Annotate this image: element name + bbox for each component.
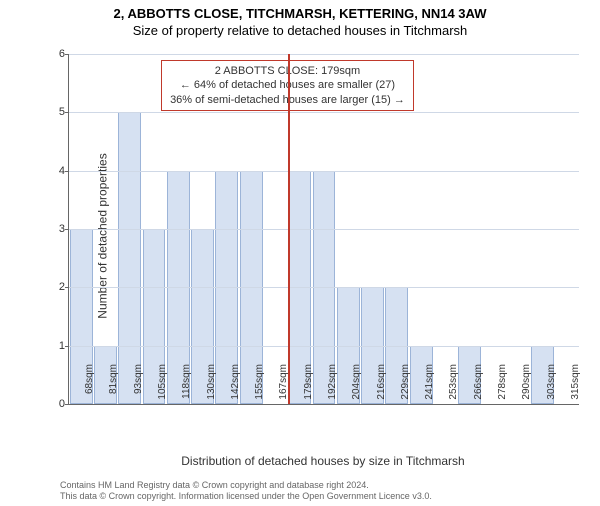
- x-tick-label: 81sqm: [108, 364, 119, 408]
- x-tick-label: 142sqm: [230, 364, 241, 408]
- footer-line2: This data © Crown copyright. Information…: [60, 491, 588, 502]
- x-tick-label: 216sqm: [376, 364, 387, 408]
- x-tick-label: 253sqm: [448, 364, 459, 408]
- gridline: [69, 54, 579, 55]
- gridline: [69, 287, 579, 288]
- marker-line: [288, 54, 290, 404]
- y-tick-label: 6: [51, 48, 65, 60]
- x-tick-label: 204sqm: [351, 364, 362, 408]
- page-title: 2, ABBOTTS CLOSE, TITCHMARSH, KETTERING,…: [0, 6, 600, 21]
- y-tick-mark: [65, 229, 69, 230]
- x-tick-label: 179sqm: [303, 364, 314, 408]
- x-tick-label: 290sqm: [521, 364, 532, 408]
- y-tick-mark: [65, 287, 69, 288]
- x-tick-label: 155sqm: [254, 364, 265, 408]
- x-tick-label: 93sqm: [133, 364, 144, 408]
- y-tick-label: 3: [51, 223, 65, 235]
- x-tick-label: 278sqm: [497, 364, 508, 408]
- x-tick-label: 315sqm: [570, 364, 581, 408]
- histogram-chart: Number of detached properties 2 ABBOTTS …: [48, 54, 578, 434]
- y-tick-label: 4: [51, 165, 65, 177]
- gridline: [69, 171, 579, 172]
- gridline: [69, 229, 579, 230]
- x-tick-label: 105sqm: [157, 364, 168, 408]
- y-tick-label: 5: [51, 106, 65, 118]
- gridline: [69, 346, 579, 347]
- x-tick-label: 303sqm: [546, 364, 557, 408]
- x-tick-label: 229sqm: [400, 364, 411, 408]
- y-tick-mark: [65, 346, 69, 347]
- x-tick-label: 266sqm: [473, 364, 484, 408]
- histogram-bar: [118, 112, 141, 404]
- x-tick-label: 241sqm: [424, 364, 435, 408]
- x-tick-label: 192sqm: [327, 364, 338, 408]
- footer-line1: Contains HM Land Registry data © Crown c…: [60, 480, 588, 491]
- y-tick-label: 1: [51, 340, 65, 352]
- plot-area: 2 ABBOTTS CLOSE: 179sqm ← 64% of detache…: [68, 54, 579, 405]
- gridline: [69, 112, 579, 113]
- y-tick-mark: [65, 54, 69, 55]
- x-tick-label: 118sqm: [181, 364, 192, 408]
- y-tick-mark: [65, 404, 69, 405]
- x-tick-label: 167sqm: [278, 364, 289, 408]
- footer-attribution: Contains HM Land Registry data © Crown c…: [60, 480, 588, 503]
- x-tick-label: 68sqm: [84, 364, 95, 408]
- y-tick-label: 2: [51, 281, 65, 293]
- y-tick-label: 0: [51, 398, 65, 410]
- y-tick-mark: [65, 112, 69, 113]
- y-tick-mark: [65, 171, 69, 172]
- x-tick-label: 130sqm: [206, 364, 217, 408]
- page-subtitle: Size of property relative to detached ho…: [0, 23, 600, 38]
